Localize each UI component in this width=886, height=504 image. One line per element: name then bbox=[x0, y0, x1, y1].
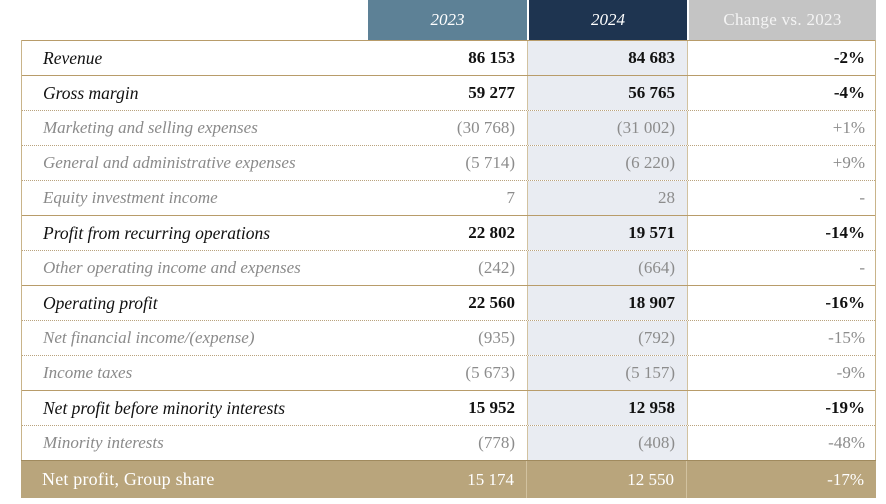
header-2024: 2024 bbox=[529, 0, 687, 40]
row-value-2023: (778) bbox=[367, 426, 528, 460]
table-row: Income taxes (5 673) (5 157) -9% bbox=[22, 355, 875, 390]
row-value-2023: 59 277 bbox=[367, 76, 528, 110]
header-change: Change vs. 2023 bbox=[689, 0, 876, 40]
row-value-2024: (6 220) bbox=[528, 146, 688, 180]
row-change: - bbox=[859, 258, 865, 277]
row-value-2024: (792) bbox=[528, 321, 688, 355]
row-change: -9% bbox=[836, 363, 865, 382]
row-change: -14% bbox=[825, 223, 865, 242]
row-value-2023: 15 952 bbox=[367, 391, 528, 425]
row-value-2024: 28 bbox=[528, 181, 688, 215]
row-value-2024: 18 907 bbox=[528, 286, 688, 320]
row-value-2024: (408) bbox=[528, 426, 688, 460]
table-row: Revenue 86 153 84 683 -2% bbox=[22, 40, 875, 75]
row-label: Income taxes bbox=[43, 363, 133, 382]
table-row: General and administrative expenses (5 71… bbox=[22, 145, 875, 180]
total-2024: 12 550 bbox=[527, 461, 687, 498]
row-label: Net financial income/(expense) bbox=[43, 328, 255, 347]
row-label: Revenue bbox=[43, 47, 103, 68]
row-label: Operating profit bbox=[43, 292, 158, 313]
row-label: Net profit before minority interests bbox=[43, 397, 286, 418]
table-row: Marketing and selling expenses (30 768) (3… bbox=[22, 110, 875, 145]
row-change: -4% bbox=[833, 83, 865, 102]
total-2023: 15 174 bbox=[366, 461, 527, 498]
total-change: -17% bbox=[827, 469, 864, 489]
table-row: Gross margin 59 277 56 765 -4% bbox=[22, 75, 875, 110]
row-value-2023: 22 802 bbox=[367, 216, 528, 250]
total-row: Net profit, Group share 15 174 12 550 -1… bbox=[21, 460, 876, 498]
row-label: Gross margin bbox=[43, 82, 139, 103]
header-2023: 2023 bbox=[368, 0, 527, 40]
row-value-2024: 19 571 bbox=[528, 216, 688, 250]
table-row: Equity investment income 7 28 - bbox=[22, 180, 875, 215]
total-label: Net profit, Group share bbox=[42, 469, 215, 489]
row-label: Profit from recurring operations bbox=[43, 222, 271, 243]
table-header: 2023 2024 Change vs. 2023 bbox=[21, 0, 876, 40]
row-change: -19% bbox=[825, 398, 865, 417]
table-row: Net financial income/(expense) (935) (792)… bbox=[22, 320, 875, 355]
row-value-2024: (664) bbox=[528, 251, 688, 285]
row-change: +9% bbox=[832, 153, 865, 172]
row-value-2023: (935) bbox=[367, 321, 528, 355]
row-label: Equity investment income bbox=[43, 188, 218, 207]
row-value-2024: 12 958 bbox=[528, 391, 688, 425]
row-value-2024: (5 157) bbox=[528, 356, 688, 390]
row-change: -2% bbox=[833, 48, 865, 67]
row-change: - bbox=[859, 188, 865, 207]
row-label: Marketing and selling expenses bbox=[43, 118, 258, 137]
row-value-2023: 86 153 bbox=[367, 41, 528, 75]
row-value-2024: (31 002) bbox=[528, 111, 688, 145]
row-label: Minority interests bbox=[43, 433, 164, 452]
row-value-2023: (30 768) bbox=[367, 111, 528, 145]
row-label: Other operating income and expenses bbox=[43, 258, 301, 277]
row-value-2023: (5 673) bbox=[367, 356, 528, 390]
income-statement-table: 2023 2024 Change vs. 2023 Revenue 86 153 8… bbox=[21, 0, 876, 498]
header-spacer bbox=[21, 0, 366, 40]
row-change: -15% bbox=[828, 328, 865, 347]
row-value-2024: 84 683 bbox=[528, 41, 688, 75]
row-change: -16% bbox=[825, 293, 865, 312]
row-value-2023: (242) bbox=[367, 251, 528, 285]
table-row: Operating profit 22 560 18 907 -16% bbox=[22, 285, 875, 320]
table-row: Profit from recurring operations 22 802 19… bbox=[22, 215, 875, 250]
row-change: -48% bbox=[828, 433, 865, 452]
row-value-2023: 22 560 bbox=[367, 286, 528, 320]
row-change: +1% bbox=[832, 118, 865, 137]
table-row: Other operating income and expenses (242)… bbox=[22, 250, 875, 285]
table-row: Minority interests (778) (408) -48% bbox=[22, 425, 875, 460]
row-label: General and administrative expenses bbox=[43, 153, 296, 172]
row-value-2024: 56 765 bbox=[528, 76, 688, 110]
table-body: Revenue 86 153 84 683 -2% Gross margin 59 277… bbox=[21, 40, 876, 460]
row-value-2023: (5 714) bbox=[367, 146, 528, 180]
table-row: Net profit before minority interests 15 9… bbox=[22, 390, 875, 425]
row-value-2023: 7 bbox=[367, 181, 528, 215]
